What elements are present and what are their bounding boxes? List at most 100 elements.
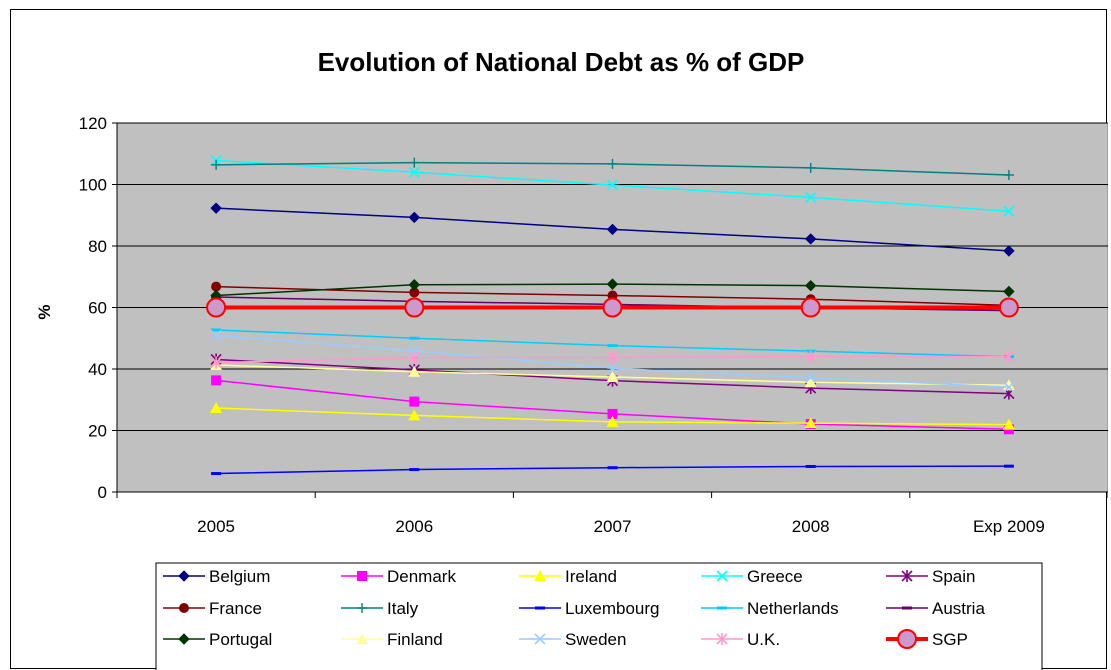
chart-svg: Evolution of National Debt as % of GDP %… bbox=[35, 47, 1108, 670]
legend-swatch-marker bbox=[716, 570, 728, 582]
plot-area: 0 20 40 60 80 100 120 2005 2006 2007 2008 Exp 2009 bbox=[79, 114, 1108, 536]
data-point-portugal bbox=[606, 278, 619, 290]
legend-label: Italy bbox=[387, 599, 419, 618]
data-point-sgp bbox=[998, 297, 1019, 318]
data-point-luxembourg bbox=[409, 468, 420, 472]
x-tick-label: 2005 bbox=[197, 517, 235, 536]
data-point-denmark bbox=[409, 396, 420, 407]
data-point-luxembourg bbox=[805, 464, 816, 468]
y-tick-label: 0 bbox=[98, 483, 107, 502]
legend-swatch-marker bbox=[897, 629, 917, 649]
data-point-sgp bbox=[404, 297, 425, 318]
x-tick-label: 2008 bbox=[792, 517, 830, 536]
legend-label: Spain bbox=[932, 567, 975, 586]
data-point-ireland bbox=[210, 402, 223, 414]
legend-swatch-marker bbox=[178, 570, 190, 582]
data-point-greece bbox=[606, 179, 619, 191]
legend-item-france: France bbox=[163, 599, 262, 618]
legend-item-italy: Italy bbox=[341, 599, 419, 618]
data-point-u-k bbox=[408, 351, 420, 364]
data-point-sweden bbox=[805, 372, 817, 384]
data-point-sgp bbox=[206, 297, 227, 318]
data-point-portugal bbox=[804, 279, 817, 292]
y-tick-label: 60 bbox=[88, 299, 107, 318]
legend-swatch-marker bbox=[902, 606, 912, 610]
legend-label: SGP bbox=[932, 630, 968, 649]
legend-label: Finland bbox=[387, 630, 443, 649]
legend-label: Belgium bbox=[209, 567, 270, 586]
chart-frame: Evolution of National Debt as % of GDP %… bbox=[10, 9, 1108, 670]
data-point-netherlands bbox=[607, 344, 618, 348]
data-point-luxembourg bbox=[211, 472, 222, 476]
legend-label: Portugal bbox=[209, 630, 272, 649]
data-point-ireland bbox=[606, 415, 619, 427]
data-point-italy bbox=[805, 162, 816, 173]
legend-item-portugal: Portugal bbox=[163, 630, 272, 649]
data-point-greece bbox=[1003, 205, 1015, 217]
data-point-portugal bbox=[1003, 285, 1015, 298]
legend-item-belgium: Belgium bbox=[163, 567, 270, 586]
data-point-u-k bbox=[805, 350, 817, 363]
legend-label: Ireland bbox=[565, 567, 617, 586]
legend-swatch-marker bbox=[534, 570, 546, 581]
data-point-belgium bbox=[210, 202, 222, 214]
data-point-france bbox=[211, 281, 222, 292]
data-point-greece bbox=[805, 191, 817, 203]
data-point-finland bbox=[606, 370, 619, 382]
series-sgp bbox=[206, 297, 1019, 318]
data-point-ireland bbox=[804, 417, 817, 429]
series-italy bbox=[211, 157, 1014, 180]
data-point-sweden bbox=[210, 329, 222, 342]
data-point-ireland bbox=[1002, 418, 1015, 430]
series-u-k bbox=[210, 350, 1015, 369]
legend-item-greece: Greece bbox=[701, 567, 803, 586]
data-point-belgium bbox=[606, 223, 619, 236]
series-finland bbox=[210, 359, 1015, 391]
y-tick-label: 80 bbox=[88, 237, 107, 256]
y-axis-label: % bbox=[35, 304, 54, 319]
data-point-italy bbox=[211, 159, 222, 170]
legend-item-ireland: Ireland bbox=[519, 567, 617, 586]
series-ireland bbox=[210, 402, 1015, 430]
data-point-u-k bbox=[606, 351, 619, 364]
data-point-luxembourg bbox=[607, 466, 618, 470]
legend-swatch-marker bbox=[179, 603, 189, 613]
data-point-italy bbox=[409, 157, 420, 168]
legend-label: U.K. bbox=[747, 630, 780, 649]
legend-label: Greece bbox=[747, 567, 803, 586]
legend-swatch-marker bbox=[716, 633, 728, 645]
data-point-belgium bbox=[408, 211, 421, 224]
series-luxembourg bbox=[211, 464, 1014, 476]
legend: Belgium Denmark Ireland Greece Spain France It… bbox=[155, 562, 1043, 670]
legend-label: France bbox=[209, 599, 262, 618]
data-point-finland bbox=[408, 365, 421, 377]
legend-swatch-marker bbox=[535, 606, 545, 610]
legend-label: Netherlands bbox=[747, 599, 839, 618]
data-point-sweden bbox=[1003, 381, 1015, 393]
legend-swatch-marker bbox=[356, 633, 368, 644]
x-tick-label: Exp 2009 bbox=[973, 517, 1045, 536]
data-point-denmark bbox=[211, 375, 222, 386]
legend-label: Sweden bbox=[565, 630, 626, 649]
data-point-italy bbox=[607, 158, 618, 169]
data-point-u-k bbox=[210, 356, 222, 369]
legend-item-spain: Spain bbox=[886, 567, 975, 586]
legend-item-sweden: Sweden bbox=[519, 630, 626, 649]
legend-item-netherlands: Netherlands bbox=[701, 599, 839, 618]
series-belgium bbox=[210, 202, 1015, 257]
legend-swatch-marker bbox=[717, 606, 727, 610]
data-point-sweden bbox=[606, 362, 619, 374]
data-point-netherlands bbox=[211, 328, 222, 332]
y-tick-label: 40 bbox=[88, 360, 107, 379]
data-point-belgium bbox=[1003, 245, 1015, 257]
data-point-finland bbox=[804, 376, 817, 388]
data-point-denmark bbox=[607, 408, 618, 419]
x-tick-label: 2007 bbox=[594, 517, 632, 536]
data-point-italy bbox=[1003, 169, 1014, 180]
data-point-greece bbox=[408, 166, 420, 178]
y-tick-label: 20 bbox=[88, 422, 107, 441]
data-point-netherlands bbox=[409, 336, 420, 340]
legend-label: Denmark bbox=[387, 567, 456, 586]
legend-swatch-marker bbox=[534, 633, 546, 645]
y-tick-label: 120 bbox=[79, 114, 107, 133]
